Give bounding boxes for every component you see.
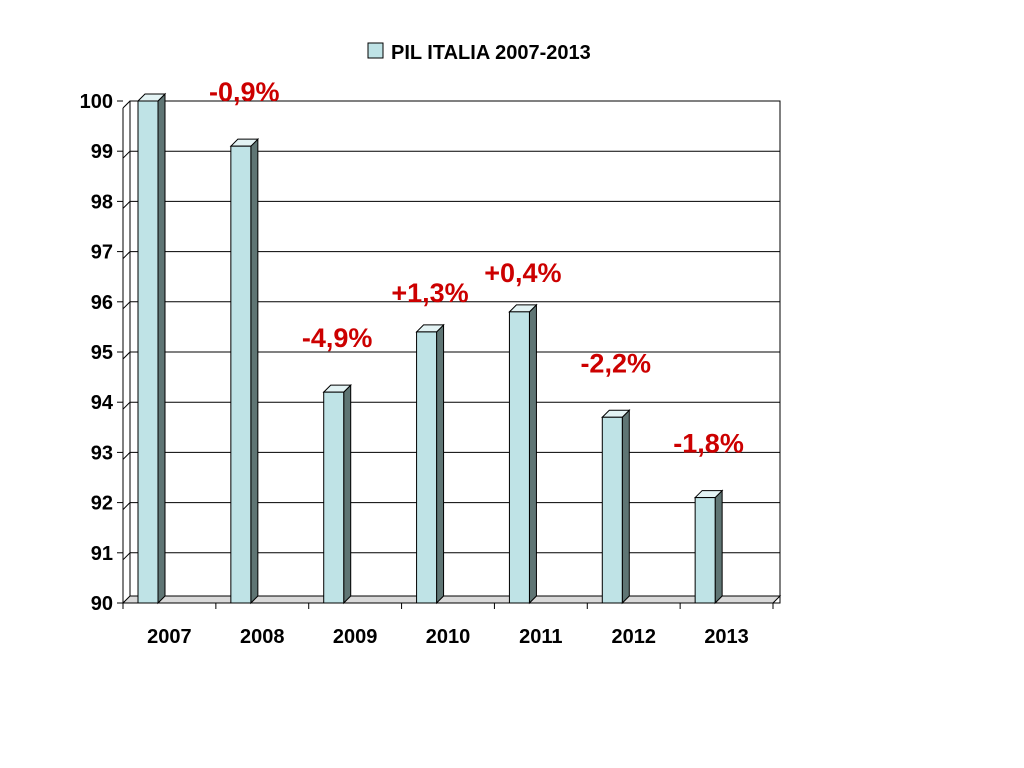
bar-front: [323, 391, 345, 604]
x-tick-label: 2007: [147, 626, 192, 648]
change-annotation: -2,2%: [580, 348, 651, 378]
legend-label: PIL ITALIA 2007-2013: [391, 42, 591, 64]
y-tick-label: 93: [91, 442, 113, 464]
bar-front: [230, 145, 252, 604]
y-tick-label: 91: [91, 543, 113, 565]
bar-side: [714, 489, 723, 605]
gridline-side: [122, 502, 131, 510]
x-tick-label: 2012: [611, 626, 656, 648]
y-tick-label: 90: [91, 593, 113, 615]
annotations: -0,9% -4,9% +1,3% +0,4% -2,2% -1,8%: [209, 77, 744, 458]
change-annotation: -1,8%: [673, 429, 744, 459]
bar: [601, 409, 631, 605]
x-tick-label: 2008: [240, 626, 285, 648]
plot-area: [121, 100, 782, 604]
bar: [322, 383, 352, 605]
bar-front: [416, 331, 438, 604]
gridline-side: [122, 251, 131, 259]
y-tick-label: 100: [80, 91, 113, 113]
change-annotation: +1,3%: [391, 278, 468, 308]
gridline-side: [122, 401, 131, 410]
legend-swatch: [367, 42, 384, 59]
gridline-side: [122, 301, 131, 310]
bar: [136, 92, 167, 605]
bar: [693, 489, 724, 605]
change-annotation: +0,4%: [484, 258, 561, 288]
x-tick-label: 2013: [704, 626, 749, 648]
bar: [508, 303, 538, 605]
gridline-side: [122, 552, 131, 561]
bar-side: [343, 383, 352, 605]
x-tick-label: 2011: [519, 626, 562, 648]
x-axis: 2007 2008 2009 2010 2011 2012 2013: [122, 602, 774, 648]
gridline-side: [122, 100, 131, 109]
y-tick-label: 92: [91, 493, 113, 515]
bars: [136, 92, 724, 605]
gridline-side: [122, 351, 131, 360]
bar-front: [137, 100, 159, 604]
gridline-side: [122, 150, 131, 159]
legend: PIL ITALIA 2007-2013: [367, 42, 591, 64]
bar: [229, 137, 260, 605]
x-tick-label: 2009: [333, 626, 378, 648]
y-tick-label: 97: [91, 242, 113, 264]
change-annotation: -4,9%: [302, 323, 373, 353]
y-tick-label: 96: [91, 292, 113, 314]
bar-side: [250, 137, 259, 605]
bar-front: [694, 497, 716, 604]
bar-side: [157, 92, 166, 605]
floor: [121, 595, 782, 604]
y-tick-label: 94: [91, 392, 114, 414]
gridline-side: [122, 201, 131, 209]
y-tick-label: 98: [91, 191, 113, 213]
bar-front: [601, 416, 623, 604]
bar-front: [508, 311, 530, 604]
bar-side: [528, 303, 537, 605]
change-annotation: -0,9%: [209, 77, 280, 107]
y-axis: 90 91 92 93 94 95 96 97 98 99 100: [80, 91, 131, 615]
y-tick-label: 95: [91, 342, 113, 364]
y-tick-label: 99: [91, 141, 113, 163]
bar-side: [621, 409, 630, 605]
bar-side: [436, 323, 445, 605]
gridline-side: [122, 452, 131, 460]
x-tick-label: 2010: [426, 626, 471, 648]
bar: [415, 323, 445, 605]
